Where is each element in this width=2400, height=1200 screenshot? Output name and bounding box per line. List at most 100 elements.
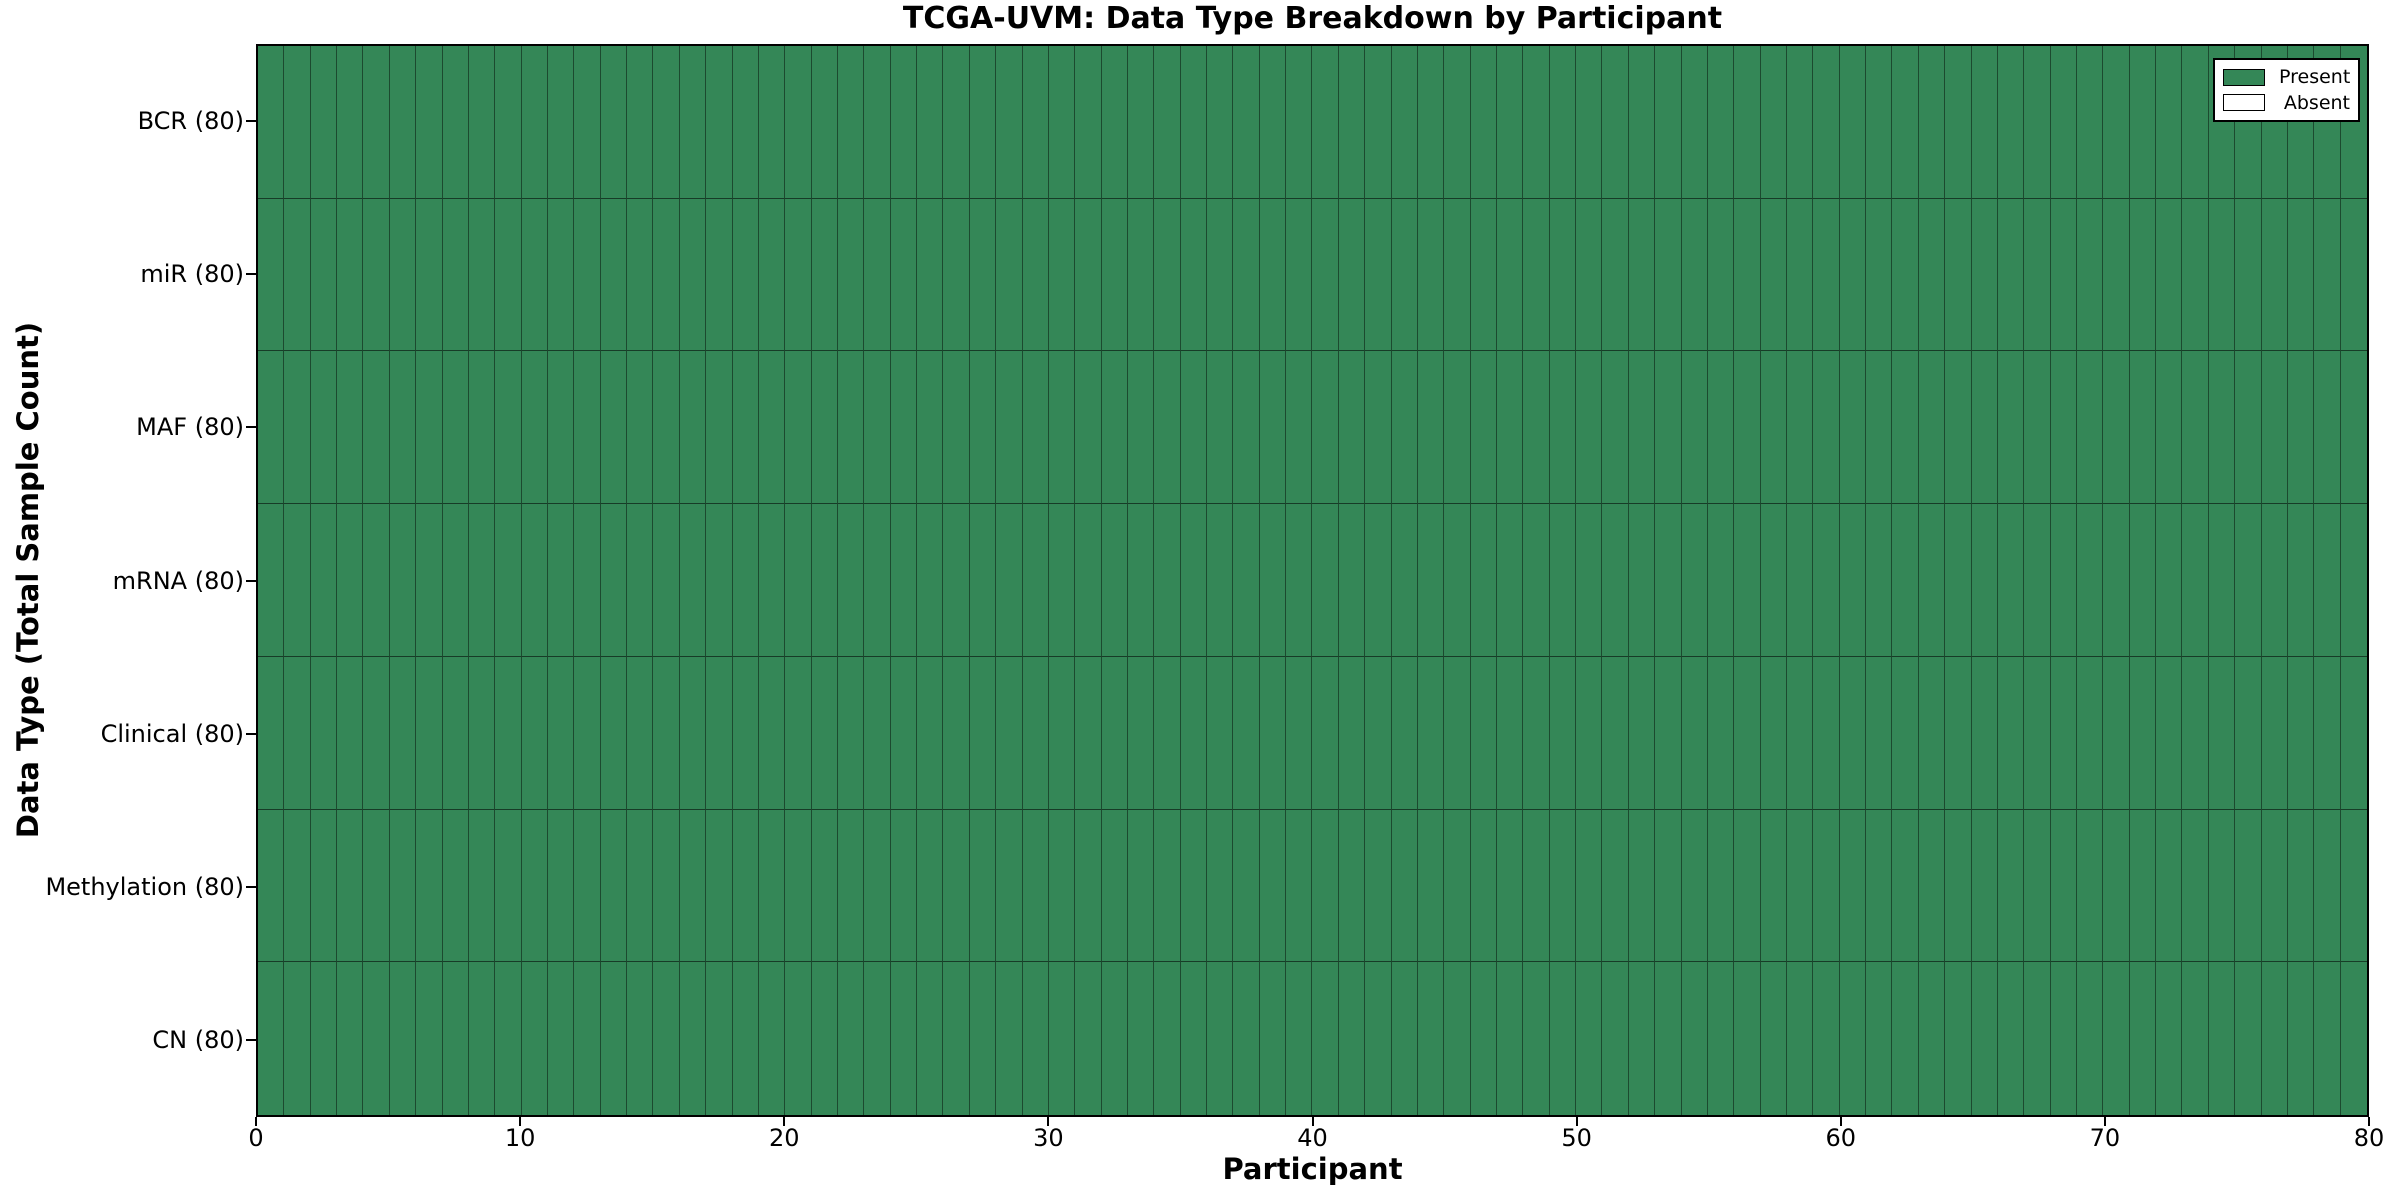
heatmap-cell: [1681, 46, 1708, 199]
heatmap-cell: [837, 46, 865, 199]
heatmap-cell: [1207, 656, 1234, 810]
heatmap-cell: [2024, 504, 2051, 657]
heatmap-cell: [2077, 351, 2104, 505]
heatmap-cell: [389, 198, 417, 352]
heatmap-cell: [1760, 962, 1788, 1115]
heatmap-cell: [1259, 504, 1287, 657]
heatmap-cell: [1918, 198, 1946, 352]
heatmap-cell: [1048, 809, 1076, 963]
heatmap-cell: [1338, 198, 1366, 352]
heatmap-cell: [363, 504, 390, 657]
heatmap-cell: [495, 962, 522, 1115]
heatmap-cell: [1866, 46, 1893, 199]
heatmap-cell: [2050, 809, 2077, 963]
heatmap-cell: [996, 809, 1023, 963]
heatmap-cell: [1470, 656, 1498, 810]
heatmap-cell: [1233, 656, 1260, 810]
x-tick-label: 40: [1297, 1124, 1328, 1152]
x-tick-label: 10: [504, 1124, 536, 1152]
heatmap-cell: [1576, 46, 1603, 199]
heatmap-cell: [1523, 198, 1550, 352]
heatmap-cell: [1971, 962, 1998, 1115]
heatmap-cell: [1892, 351, 1919, 505]
heatmap-cell: [1523, 504, 1550, 657]
heatmap-cell: [1892, 962, 1919, 1115]
heatmap-cell: [1628, 962, 1656, 1115]
heatmap-cell: [1497, 46, 1524, 199]
heatmap-cell: [864, 351, 891, 505]
heatmap-cell: [416, 504, 443, 657]
heatmap-cell: [837, 198, 865, 352]
heatmap-cell: [837, 809, 865, 963]
heatmap-cell: [1734, 809, 1761, 963]
heatmap-cell: [1233, 351, 1260, 505]
heatmap-cell: [1470, 809, 1498, 963]
legend-item-present: Present: [2223, 66, 2350, 88]
heatmap-cell: [785, 962, 812, 1115]
heatmap-cell: [1997, 656, 2025, 810]
heatmap-cell: [1997, 198, 2025, 352]
heatmap-cell: [627, 46, 654, 199]
heatmap-cell: [1628, 504, 1656, 657]
heatmap-cell: [1391, 198, 1418, 352]
heatmap-cell: [1707, 809, 1735, 963]
heatmap-cell: [969, 962, 997, 1115]
heatmap-cell: [1813, 198, 1840, 352]
heatmap-cell: [1259, 809, 1287, 963]
heatmap-cell: [1259, 198, 1287, 352]
heatmap-cell: [1075, 351, 1102, 505]
heatmap-cell: [864, 809, 891, 963]
heatmap-cell: [2182, 962, 2209, 1115]
heatmap-cell: [732, 351, 759, 505]
heatmap-cell: [1365, 46, 1392, 199]
heatmap-cell: [363, 656, 390, 810]
heatmap-cell: [468, 46, 496, 199]
heatmap-cell: [1312, 962, 1339, 1115]
x-tick-mark: [1839, 1117, 1842, 1126]
heatmap-cell: [1655, 351, 1682, 505]
y-tick-label: mRNA (80): [112, 566, 244, 595]
heatmap-cell: [1312, 198, 1339, 352]
heatmap-cell: [758, 198, 786, 352]
heatmap-cell: [1760, 656, 1788, 810]
heatmap-cell: [2235, 198, 2262, 352]
heatmap-cell: [2235, 504, 2262, 657]
heatmap-cell: [2156, 46, 2183, 199]
heatmap-cell: [468, 198, 496, 352]
heatmap-cell: [837, 351, 865, 505]
heatmap-cell: [1945, 351, 1972, 505]
heatmap-cell: [996, 351, 1023, 505]
heatmap-cell: [864, 198, 891, 352]
heatmap-cell: [1707, 656, 1735, 810]
heatmap-cell: [1997, 351, 2025, 505]
heatmap-cell: [1549, 656, 1577, 810]
heatmap-cell: [1417, 962, 1445, 1115]
heatmap-cell: [1497, 198, 1524, 352]
heatmap-cell: [389, 962, 417, 1115]
heatmap-cell: [1628, 46, 1656, 199]
heatmap-cell: [2050, 962, 2077, 1115]
heatmap-cell: [1839, 809, 1867, 963]
heatmap-cell: [1127, 46, 1155, 199]
heatmap-cell: [2103, 46, 2130, 199]
heatmap-cell: [1497, 962, 1524, 1115]
heatmap-cell: [495, 351, 522, 505]
heatmap-cell: [1154, 809, 1181, 963]
heatmap-cell: [600, 656, 628, 810]
heatmap-cell: [969, 46, 997, 199]
heatmap-cell: [1101, 809, 1128, 963]
heatmap-cell: [1787, 962, 1814, 1115]
heatmap-cell: [1971, 351, 1998, 505]
heatmap-cell: [1734, 504, 1761, 657]
heatmap-cell: [864, 962, 891, 1115]
heatmap-cell: [679, 351, 707, 505]
heatmap-cell: [1101, 656, 1128, 810]
x-tick-mark: [1311, 1117, 1314, 1126]
heatmap-cell: [1734, 351, 1761, 505]
heatmap-cell: [1259, 46, 1287, 199]
heatmap-cell: [1892, 46, 1919, 199]
heatmap-cell: [1971, 656, 1998, 810]
heatmap-cell: [969, 351, 997, 505]
x-tick-mark: [1575, 1117, 1578, 1126]
heatmap-cell: [1997, 809, 2025, 963]
